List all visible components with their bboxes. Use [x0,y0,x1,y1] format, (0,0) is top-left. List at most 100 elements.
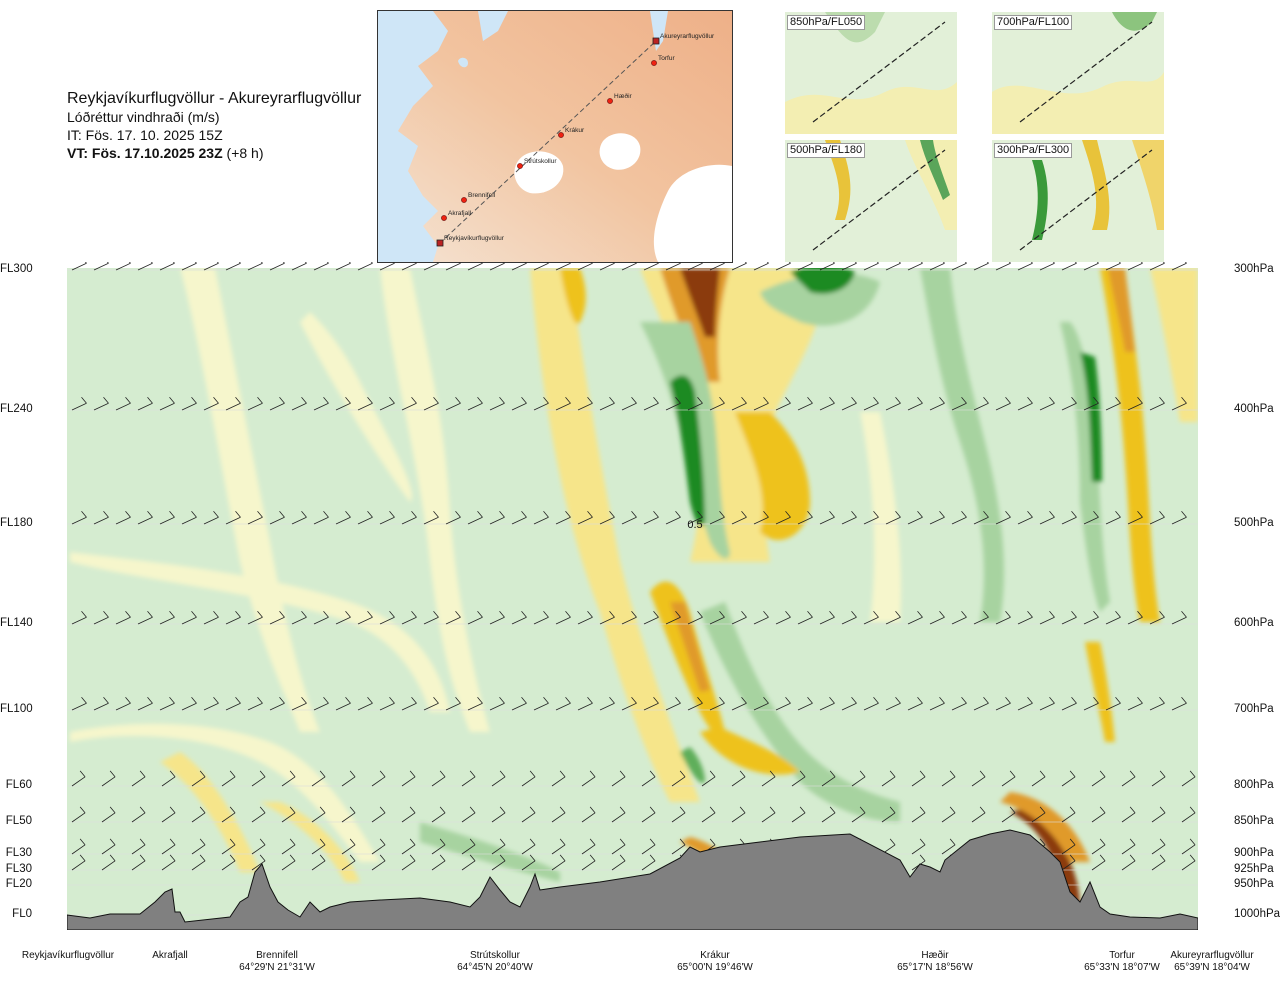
wind-barb-feather [649,838,656,846]
wind-barb-feather [719,510,725,518]
wind-barb-feather [103,510,109,518]
map-point-label: Torfur [658,55,675,62]
map-point-label: Akureyrarflugvöllur [660,33,715,40]
wind-barb-feather [213,510,219,518]
wind-barb-feather [125,610,131,618]
wind-barb [491,844,506,855]
wind-barb [911,844,926,855]
wind-barb [445,402,461,411]
chart-title-block: Reykjavíkurflugvöllur - Akureyrarflugvöl… [67,90,361,162]
wind-barb [753,262,769,271]
wind-barb [1105,516,1121,525]
wind-barb [621,616,637,625]
wind-barb-feather [1093,610,1099,618]
wind-barb-feather [389,696,395,704]
wind-barb-feather [301,696,307,704]
wind-barb [731,402,747,411]
wind-barb [581,812,596,823]
wind-barb [225,616,241,625]
wind-barb-feather [785,510,791,518]
wind-barb-feather [433,610,439,618]
wind-barb [221,860,236,871]
wind-barb-feather [709,770,716,778]
wind-field-contour [1100,268,1160,622]
wind-barb [269,516,285,525]
wind-barb-feather [529,806,536,814]
wind-barb-feather [1181,396,1187,404]
wind-barb-feather [229,770,236,778]
wind-barb-feather [439,806,446,814]
wind-barb-feather [323,510,329,518]
wind-barb [335,702,351,711]
wind-barb-feather [785,696,791,704]
wind-barb-feather [326,262,329,264]
wind-barb-feather [741,510,747,518]
wind-barb [1061,844,1076,855]
wind-barb [1017,702,1033,711]
wind-barb-feather [84,262,87,264]
wind-barb-feather [411,510,417,518]
wind-barb [357,262,373,271]
wind-barb-feather [876,262,879,264]
wind-barb [115,402,131,411]
wind-barb [1017,262,1033,271]
wind-barb-feather [379,806,386,814]
pressure-label: 925hPa [1234,863,1274,875]
wind-field-contour [70,552,450,712]
wind-barb [401,262,417,271]
wind-barb [311,812,326,823]
wind-barb-feather [739,770,746,778]
wind-barb [181,516,197,525]
wind-barb [203,262,219,271]
wind-barb-feather [411,696,417,704]
wind-barb [221,812,236,823]
wind-barb-feather [851,396,857,404]
wind-barb [775,402,791,411]
wind-barb-feather [619,806,626,814]
wind-barb-feather [103,610,109,618]
wind-barb [401,860,416,871]
wind-barb-feather [1115,510,1121,518]
wind-barb-feather [649,854,656,862]
wind-barb-feather [679,838,686,846]
wind-barb-feather [949,838,956,846]
wind-barb [313,516,329,525]
wind-barb-feather [169,696,175,704]
wind-barb-feather [942,262,945,264]
wind-barb-feather [589,770,596,778]
wind-barb [1083,402,1099,411]
map-point-label: Strútskollur [524,158,557,165]
wind-barb [1171,262,1187,271]
wind-barb [181,262,197,271]
wind-barb [1151,844,1166,855]
wind-barb-feather [521,610,527,618]
route-map-svg: Akureyrarflugvöllur Torfur Hæðir Krákur Strú… [378,11,732,262]
wind-barb-feather [873,610,879,618]
wind-barb-feather [675,396,681,404]
wind-barb [401,402,417,411]
waypoint-label: Hæðir 65°17'N 18°56'W [897,950,973,974]
wind-barb [335,516,351,525]
wind-barb-feather [370,262,373,264]
wind-barb [191,812,206,823]
wind-barb [1105,402,1121,411]
wind-barb [191,844,206,855]
wind-field-contour [1060,322,1110,612]
wind-barb [841,402,857,411]
pressure-label: 400hPa [1234,403,1274,415]
wind-barb [1181,844,1196,855]
wind-barb [335,402,351,411]
wind-barb-feather [199,770,206,778]
route-points: Akureyrarflugvöllur Torfur Hæðir Krákur Strú… [436,33,715,247]
wind-barb-feather [873,510,879,518]
wind-barb [951,702,967,711]
wind-barb [281,860,296,871]
wind-barb-feather [213,696,219,704]
wind-barb-feather [323,396,329,404]
wind-barb-feather [829,610,835,618]
wind-barb-feather [199,806,206,814]
wind-barb [489,702,505,711]
wind-barb [445,616,461,625]
wind-barb [533,616,549,625]
wind-barb [929,402,945,411]
